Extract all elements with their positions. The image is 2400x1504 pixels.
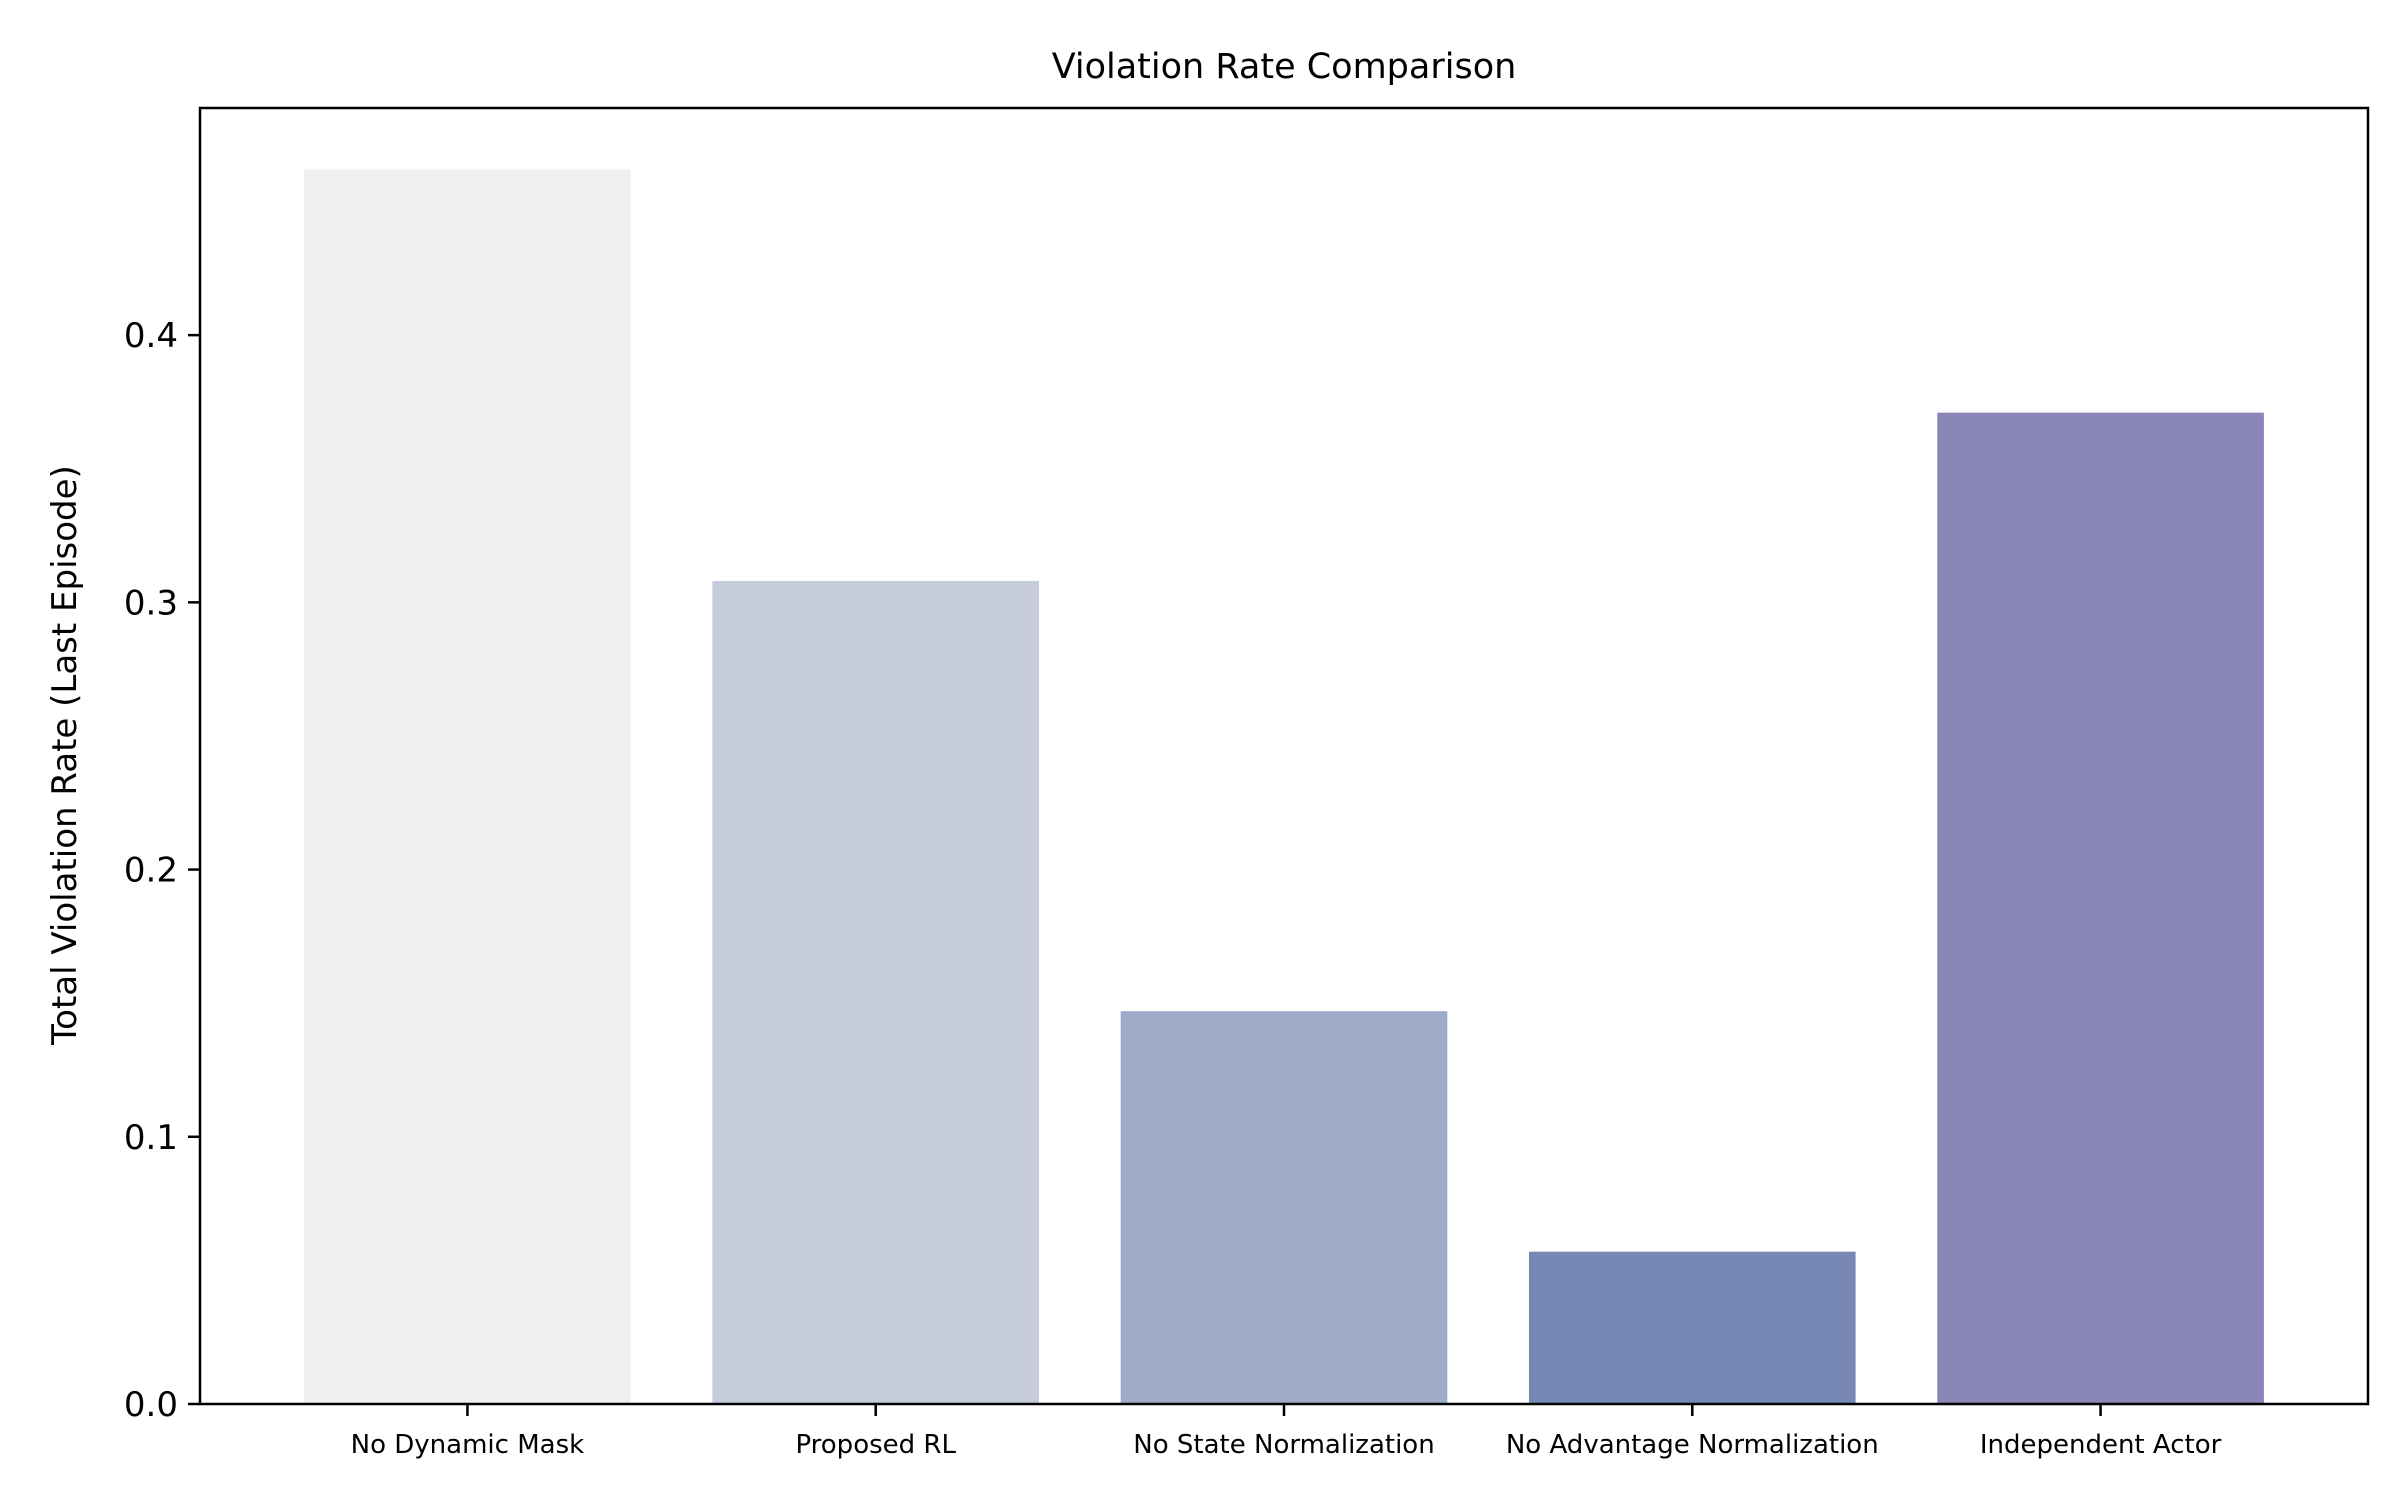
y-axis-label: Total Violation Rate (Last Episode) xyxy=(45,465,85,1046)
y-axis-ticks: 0.0 0.1 0.2 0.3 0.4 xyxy=(124,316,200,1425)
bar-4 xyxy=(1937,412,2264,1404)
x-tick-label-2: No State Normalization xyxy=(1133,1430,1434,1460)
chart-title: Violation Rate Comparison xyxy=(1052,47,1517,87)
bar-0 xyxy=(304,169,631,1404)
bar-3 xyxy=(1528,1251,1856,1404)
x-axis-ticks: No Dynamic Mask Proposed RL No State Norma… xyxy=(351,1404,2222,1460)
y-tick-label-0: 0.0 xyxy=(124,1385,178,1425)
y-tick-label-1: 0.1 xyxy=(124,1118,178,1158)
bar-2 xyxy=(1120,1011,1448,1404)
x-tick-label-3: No Advantage Normalization xyxy=(1506,1430,1879,1460)
y-tick-label-2: 0.2 xyxy=(124,851,178,891)
bar-1 xyxy=(712,580,1040,1404)
y-tick-label-3: 0.3 xyxy=(124,583,178,623)
bars-group xyxy=(304,169,2264,1404)
plot-frame xyxy=(198,106,2370,1406)
y-tick-label-4: 0.4 xyxy=(124,316,178,356)
x-tick-label-1: Proposed RL xyxy=(795,1430,956,1460)
x-tick-label-4: Independent Actor xyxy=(1980,1430,2222,1460)
x-tick-label-0: No Dynamic Mask xyxy=(351,1430,585,1460)
